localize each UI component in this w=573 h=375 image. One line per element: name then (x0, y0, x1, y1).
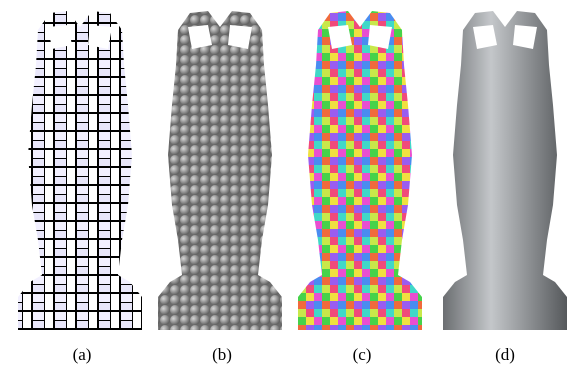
panel-label: (c) (353, 345, 372, 364)
panel-label: (d) (495, 345, 515, 364)
panel-a-image (10, 5, 150, 335)
sphere-approximation (150, 5, 290, 335)
box-decomposition (10, 5, 150, 335)
panel-c-image (290, 5, 430, 335)
rendered-model (435, 5, 573, 335)
segmented-mesh (290, 5, 430, 335)
panel-b-image (150, 5, 290, 335)
figure: (a) (b) (c) (d) (0, 0, 573, 375)
panel-label: (a) (73, 345, 92, 364)
panel-d-image (435, 5, 573, 335)
panel-label: (b) (212, 345, 232, 364)
